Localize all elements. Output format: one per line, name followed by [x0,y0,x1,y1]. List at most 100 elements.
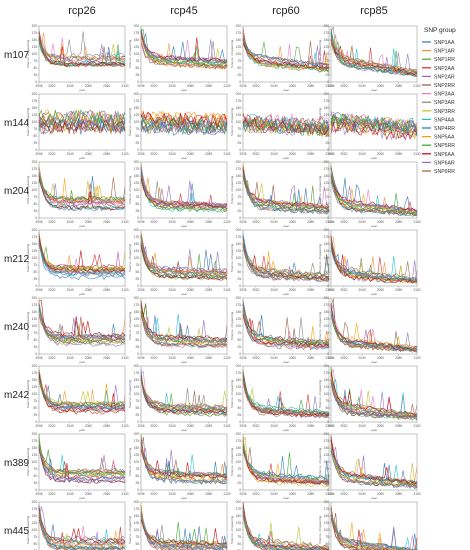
y-tick-label: 25 [33,277,37,281]
series-line-SNP5RR [330,29,418,78]
row-title-m212: m212 [4,254,29,265]
y-tick-label: 0 [137,420,139,424]
panel-m389-rcp60: 0 25 50 75 100 125 150 175 200 2006 2020 2040 2060 20… [230,432,333,500]
x-tick-label: 2060 [85,152,92,156]
y-tick-label: 25 [135,277,139,281]
y-tick-label: 175 [324,99,330,103]
y-tick-label: 75 [237,263,241,267]
y-tick-label: 175 [134,303,140,307]
x-tick-label: 2006 [327,424,334,428]
y-tick-label: 75 [33,263,37,267]
y-tick-label: 75 [237,331,241,335]
legend-label-SNP1AA: SNP1AA [434,40,455,46]
x-tick-label: 2100 [121,84,128,88]
series-line-SNP3AR [38,31,126,58]
series-line-SNP6AR [242,308,330,350]
y-axis-label: Total no. of spawning [128,516,132,545]
y-tick-label: 25 [33,345,37,349]
x-axis-label: year [79,428,85,432]
x-tick-label: 2006 [137,492,144,496]
x-axis-label: year [79,156,85,160]
series-line-SNP6RR [242,447,330,484]
x-tick-label: 2060 [85,220,92,224]
series-line-SNP6RR [242,244,330,277]
y-tick-label: 175 [324,439,330,443]
y-tick-label: 200 [134,228,140,232]
x-tick-label: 2060 [289,492,296,496]
y-axis-label: Total no. of spawning [26,448,30,477]
series-line-SNP6RR [38,177,126,201]
y-tick-label: 150 [32,174,38,178]
x-tick-label: 2060 [377,84,384,88]
x-axis-label: year [181,224,187,228]
y-tick-label: 75 [33,399,37,403]
x-tick-label: 2020 [252,288,259,292]
y-tick-label: 75 [237,127,241,131]
x-tick-label: 2006 [239,84,246,88]
x-tick-label: 2060 [289,356,296,360]
y-tick-label: 200 [32,364,38,368]
x-tick-label: 2006 [327,288,334,292]
y-tick-label: 0 [327,216,329,220]
series-line-SNP6AR [330,515,416,550]
series-line-SNP6AA [38,119,126,134]
x-axis-label: year [371,428,377,432]
y-tick-label: 50 [325,66,329,70]
series-line-SNP6AR [38,445,126,483]
row-title-m204: m204 [4,186,29,197]
y-tick-label: 175 [134,439,140,443]
series-line-SNP3RR [330,165,418,215]
series-line-SNP6AA [330,516,418,550]
y-tick-label: 175 [236,99,242,103]
series-line-SNP6RR [242,304,330,346]
y-tick-label: 50 [237,270,241,274]
x-tick-label: 2100 [121,220,128,224]
y-tick-label: 100 [324,188,330,192]
y-axis-label: Total no. of spawning [318,244,322,273]
y-tick-label: 0 [327,284,329,288]
series-line-SNP6RR [330,298,418,352]
y-tick-label: 150 [236,514,242,518]
y-tick-label: 150 [324,174,330,178]
panel-m445-rcp85: 0255075100125150175200200620202040206020… [318,500,418,550]
y-tick-label: 0 [327,352,329,356]
x-tick-label: 2100 [325,492,332,496]
y-tick-label: 0 [137,148,139,152]
y-tick-label: 75 [237,535,241,539]
series-line-SNP1AA [38,444,126,484]
panel-m445-rcp26: 0255075100125150175200200620202040206020… [26,500,126,550]
x-tick-label: 2020 [252,424,259,428]
y-tick-label: 100 [236,256,242,260]
y-tick-label: 25 [325,413,329,417]
series-line-SNP2AR [140,170,228,207]
x-tick-label: 2080 [307,220,314,224]
series-line-SNP6AA [38,175,126,211]
x-tick-label: 2060 [85,492,92,496]
y-axis-label: Total no. of spawning [128,244,132,273]
x-tick-label: 2100 [121,288,128,292]
x-tick-label: 2020 [48,288,55,292]
y-tick-label: 100 [134,528,140,532]
y-tick-label: 0 [35,216,37,220]
y-tick-label: 50 [237,66,241,70]
series-line-SNP6AR [242,33,330,67]
y-tick-label: 100 [32,392,38,396]
legend-label-SNP6RR: SNP6RR [434,169,455,175]
y-tick-label: 25 [325,73,329,77]
series-line-SNP4RR [140,306,228,348]
y-tick-label: 0 [239,148,241,152]
x-tick-label: 2060 [187,356,194,360]
y-tick-label: 0 [137,216,139,220]
y-tick-label: 100 [32,188,38,192]
x-tick-label: 2060 [289,220,296,224]
y-tick-label: 100 [236,460,242,464]
x-tick-label: 2080 [395,424,402,428]
x-tick-label: 2080 [307,152,314,156]
panel-frame [38,25,126,83]
series-line-SNP6RR [330,114,418,133]
y-tick-label: 200 [32,160,38,164]
column-title-rcp45: rcp45 [170,5,198,17]
y-tick-label: 50 [237,542,241,546]
y-axis-label: Total no. of spawning [26,380,30,409]
y-tick-label: 150 [32,446,38,450]
